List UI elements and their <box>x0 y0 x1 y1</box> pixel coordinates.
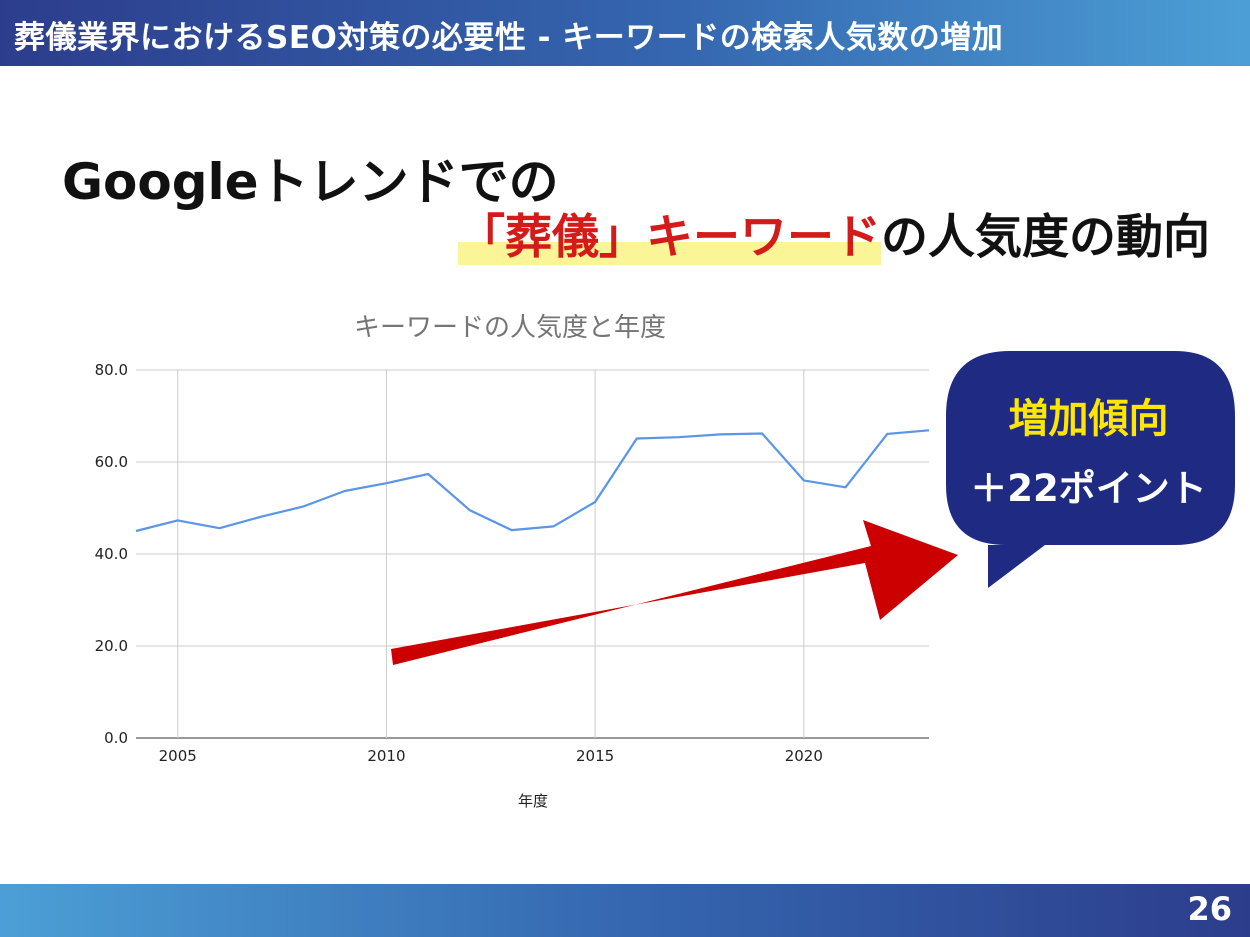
headline-rest: の人気度の動向 <box>881 210 1210 265</box>
footer-band <box>0 884 1250 937</box>
x-tick-label: 2010 <box>367 747 405 765</box>
callout-bubble <box>946 351 1235 588</box>
x-axis-label: 年度 <box>518 792 548 810</box>
trend-arrow <box>391 520 958 665</box>
x-tick-label: 2020 <box>785 747 823 765</box>
x-axis-ticks: 2005 2010 2015 2020 <box>159 747 823 765</box>
chart-grid <box>136 369 929 739</box>
y-tick-label: 0.0 <box>104 729 128 747</box>
y-tick-label: 40.0 <box>95 545 128 563</box>
headline-line2: 「葬儀」キーワードの人気度の動向 <box>458 198 1210 267</box>
headline-highlight: 「葬儀」キーワード <box>458 210 881 265</box>
y-tick-label: 20.0 <box>95 637 128 655</box>
series-lines <box>135 429 930 533</box>
line-chart: キーワードの人気度と年度 0.0 20.0 40.0 60.0 80.0 2005 201… <box>95 313 930 810</box>
x-tick-label: 2015 <box>576 747 614 765</box>
headline-line1: Googleトレンドでの <box>62 153 559 211</box>
slide-title: 葬儀業界におけるSEO対策の必要性 - キーワードの検索人気数の増加 <box>14 20 1004 56</box>
y-axis-ticks: 0.0 20.0 40.0 60.0 80.0 <box>95 361 128 747</box>
trend-arrow-shape <box>391 520 958 665</box>
series-line <box>135 429 930 533</box>
chart-title: キーワードの人気度と年度 <box>354 313 666 343</box>
page-number: 26 <box>1187 890 1232 928</box>
y-tick-label: 80.0 <box>95 361 128 379</box>
x-tick-label: 2005 <box>159 747 197 765</box>
header-band <box>0 0 1250 66</box>
callout-title: 増加傾向 <box>1008 396 1169 442</box>
callout-subtitle: ＋22ポイント <box>970 467 1207 510</box>
y-tick-label: 60.0 <box>95 453 128 471</box>
